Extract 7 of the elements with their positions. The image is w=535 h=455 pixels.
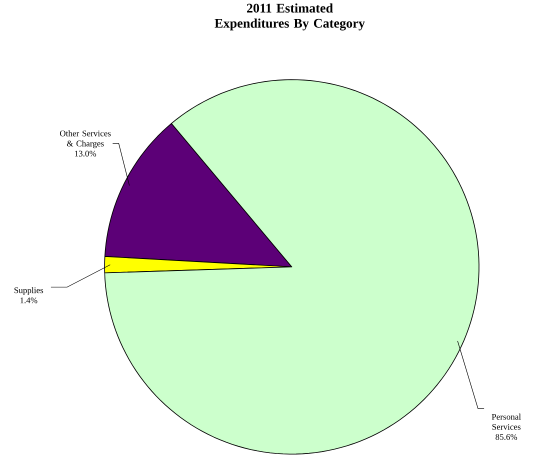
data-label: 13.0% xyxy=(75,150,96,157)
slice-label: Other Services & Charges xyxy=(60,130,111,148)
data-label: 85.6% xyxy=(496,434,518,440)
chart-title: 2011 Estimated Expenditures By Category xyxy=(214,4,365,31)
data-label: 1.4% xyxy=(20,298,38,304)
slice-label: Personal Services xyxy=(492,414,521,430)
slice-label: Supplies xyxy=(14,287,44,296)
